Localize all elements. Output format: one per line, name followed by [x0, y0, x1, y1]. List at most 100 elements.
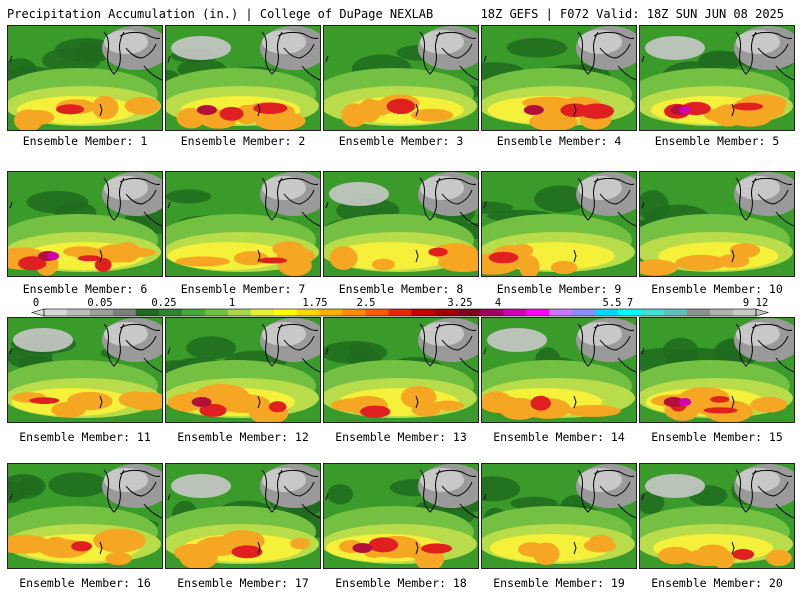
precip-contour — [233, 251, 269, 266]
ensemble-member-map — [7, 463, 163, 569]
lake-michigan-outline — [419, 31, 441, 75]
lake-erie-outline — [775, 65, 794, 81]
precip-contour — [219, 106, 244, 121]
border-outline — [325, 493, 329, 501]
colorbar-bin — [319, 309, 344, 316]
colorbar-bin — [204, 309, 229, 316]
colorbar-bin — [457, 309, 481, 316]
precip-contour — [736, 30, 780, 54]
border-outline — [325, 347, 329, 355]
lake-outline — [277, 31, 319, 59]
precip-contour — [487, 328, 547, 352]
precip-contour — [732, 548, 755, 560]
colorbar-bin — [549, 309, 573, 316]
colorbar-tick-label: 2.5 — [357, 297, 376, 309]
precip-contour — [262, 176, 306, 200]
precip-contour — [124, 96, 160, 115]
lake-erie-outline — [459, 65, 478, 81]
precip-contour — [29, 397, 60, 405]
ensemble-member-caption: Ensemble Member: 10 — [651, 282, 783, 296]
precip-contour — [92, 95, 119, 120]
precip-contour — [167, 242, 288, 270]
precip-contour — [13, 328, 73, 352]
colorbar-tick-label: 0.05 — [87, 297, 112, 309]
ensemble-member-caption: Ensemble Member: 2 — [180, 134, 306, 148]
colorbar-bin — [733, 309, 757, 316]
precip-contour — [166, 189, 212, 204]
colorbar-tick-label: 12 — [756, 297, 769, 309]
precip-map-svg — [482, 318, 636, 422]
precip-contour — [679, 106, 691, 114]
lake-erie-outline — [459, 211, 478, 227]
ensemble-member-map — [639, 317, 795, 423]
border-outline — [9, 493, 13, 501]
precip-contour — [8, 534, 52, 554]
border-outline — [483, 201, 487, 209]
lake-michigan-outline — [103, 469, 125, 513]
precip-contour — [8, 482, 26, 504]
precip-contour — [736, 176, 780, 200]
lake-erie-outline — [775, 357, 794, 373]
precip-contour — [411, 108, 454, 122]
lake-outline — [751, 323, 793, 351]
lake-michigan-outline — [419, 323, 441, 367]
river-outline — [99, 103, 103, 117]
precip-contour — [420, 322, 464, 346]
river-outline — [573, 541, 577, 555]
colorbar-bin — [296, 309, 321, 316]
precip-contour — [645, 36, 705, 60]
lake-michigan-outline — [735, 323, 757, 367]
colorbar-bin — [66, 309, 91, 316]
ensemble-member-map — [323, 317, 479, 423]
ensemble-member-caption: Ensemble Member: 15 — [651, 430, 783, 444]
precip-contour — [712, 549, 735, 568]
lake-outline — [593, 31, 635, 59]
colorbar-bin — [388, 309, 412, 316]
lake-erie-outline — [617, 357, 636, 373]
colorbar-tick-label: 0.25 — [151, 297, 176, 309]
river-outline — [99, 541, 103, 555]
lake-michigan-outline — [577, 31, 599, 75]
ensemble-member-caption: Ensemble Member: 9 — [496, 282, 622, 296]
precipitation-colorbar: 0 0.25 1.75 3.25 5.5 9 0.05 1 2.5 4 7 12 — [30, 297, 770, 317]
precip-contour — [386, 98, 416, 115]
lake-erie-outline — [143, 503, 162, 519]
precip-contour — [272, 241, 305, 257]
precip-contour — [104, 322, 148, 346]
colorbar-tick-label: 1 — [229, 297, 235, 309]
precip-contour — [48, 472, 108, 498]
precip-contour — [438, 253, 478, 273]
lake-michigan-outline — [261, 177, 283, 221]
river-outline — [99, 249, 103, 263]
ensemble-member-caption: Ensemble Member: 14 — [493, 430, 625, 444]
precip-map-svg — [640, 26, 794, 130]
river-outline — [731, 395, 735, 409]
precip-contour — [231, 545, 263, 559]
lake-erie-outline — [459, 503, 478, 519]
precip-contour — [578, 30, 622, 54]
colorbar-min-arrow — [30, 308, 45, 317]
precip-contour — [589, 534, 613, 548]
precip-contour — [640, 491, 665, 515]
precip-contour — [517, 542, 546, 557]
precip-contour — [94, 258, 112, 272]
river-outline — [257, 541, 261, 555]
precip-map-svg — [166, 172, 320, 276]
precip-contour — [482, 201, 514, 214]
border-outline — [325, 201, 329, 209]
precip-contour — [199, 403, 227, 417]
precip-contour — [171, 36, 231, 60]
precip-contour — [105, 551, 132, 566]
colorbar-bin — [641, 309, 665, 316]
ensemble-member-map — [7, 171, 163, 277]
colorbar-bin — [273, 309, 298, 316]
precip-contour — [736, 468, 780, 492]
river-outline — [731, 103, 735, 117]
colorbar-tick-label: 5.5 — [603, 297, 622, 309]
precip-contour — [420, 176, 464, 200]
precip-contour — [191, 397, 212, 407]
river-outline — [573, 103, 577, 117]
border-outline — [9, 347, 13, 355]
colorbar-tick-label: 9 — [743, 297, 749, 309]
lake-erie-outline — [617, 211, 636, 227]
